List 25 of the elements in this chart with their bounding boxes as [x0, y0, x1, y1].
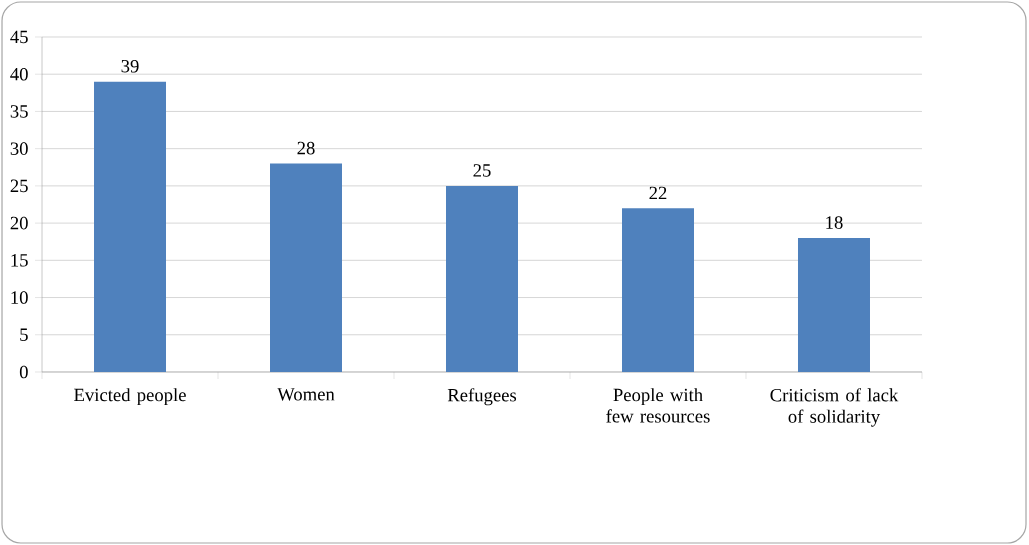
y-tick-label: 30 [10, 142, 28, 155]
x-tick-label: Evicted people [74, 388, 186, 406]
data-label: 22 [649, 186, 667, 200]
data-label: 25 [473, 164, 491, 177]
y-tick-label: 35 [10, 105, 28, 118]
data-label: 28 [297, 141, 315, 155]
x-tick-label: Criticism of lack of solidarity [770, 388, 899, 427]
data-label: 39 [121, 59, 139, 73]
y-tick-label: 0 [19, 365, 28, 379]
data-label: 18 [826, 216, 843, 229]
bar [622, 208, 694, 372]
x-tick-label: Women [277, 388, 335, 401]
y-tick-label: 5 [20, 328, 28, 341]
y-tick-label: 15 [11, 254, 28, 267]
bar [797, 237, 870, 372]
y-tick-label: 45 [10, 30, 28, 44]
y-tick-label: 25 [10, 179, 28, 193]
x-tick-label: Refugees [447, 388, 517, 406]
x-tick-label: People with few resources [606, 388, 710, 423]
bar [270, 163, 342, 372]
bar [446, 185, 518, 372]
bar [94, 81, 167, 372]
y-tick-label: 10 [11, 291, 28, 304]
y-tick-label: 40 [10, 67, 28, 81]
y-tick-label: 20 [10, 216, 28, 230]
